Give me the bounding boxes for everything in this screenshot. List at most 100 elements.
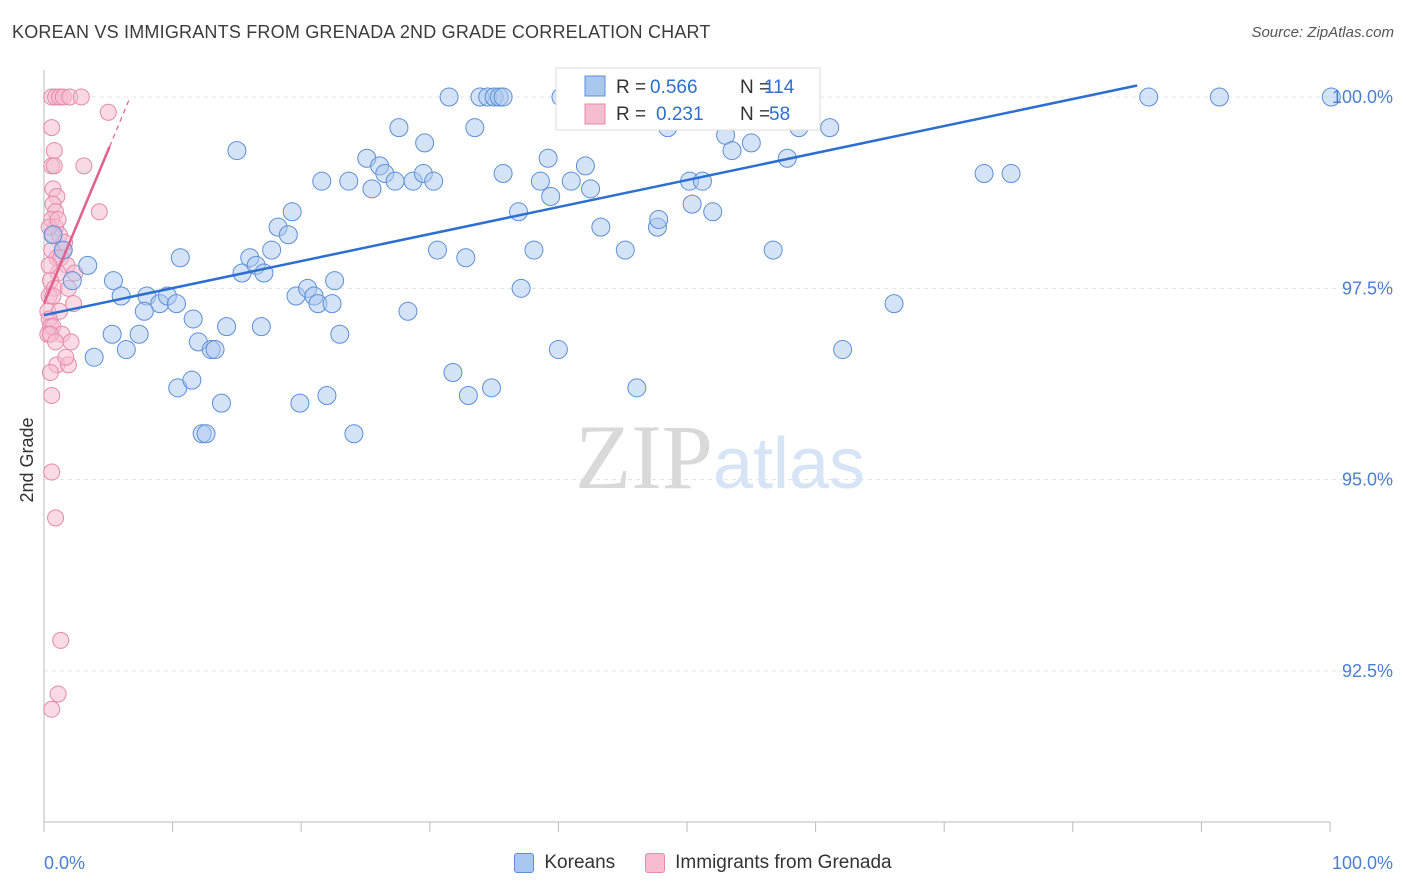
korean-point — [561, 171, 581, 191]
korean-point — [627, 378, 647, 398]
r-label: R = — [616, 104, 646, 125]
korean-point — [111, 286, 131, 306]
korean-point — [84, 347, 104, 367]
korean-point — [1321, 87, 1341, 107]
korean-point — [312, 171, 332, 191]
korean-point — [524, 240, 544, 260]
watermark-atlas: atlas — [713, 424, 865, 504]
axes — [43, 70, 1331, 832]
korean-point — [763, 240, 783, 260]
korean-point — [482, 378, 502, 398]
grenada-trend-line — [42, 146, 111, 305]
korean-point — [465, 118, 485, 138]
korean-point — [591, 217, 611, 237]
korean-point — [884, 294, 904, 314]
r-label: R = — [616, 77, 646, 98]
grenada-point — [45, 157, 63, 175]
grenada-point — [49, 210, 67, 228]
watermark-zip: ZIP — [575, 406, 713, 508]
x-tick-label-left: 0.0% — [44, 853, 85, 873]
korean-point — [428, 240, 448, 260]
korean-point — [325, 271, 345, 291]
korean-point — [205, 340, 225, 360]
korean-point — [722, 141, 742, 161]
korean-point — [833, 340, 853, 360]
korean-point — [541, 186, 561, 206]
korean-point — [211, 393, 231, 413]
korean-point — [102, 324, 122, 344]
n-label: N = — [740, 77, 770, 98]
grenada-point — [49, 685, 67, 703]
chart-title: KOREAN VS IMMIGRANTS FROM GRENADA 2ND GR… — [12, 22, 711, 42]
grenada-point — [75, 157, 93, 175]
legend-item-koreans[interactable]: Koreans — [514, 852, 615, 874]
grenada-point — [57, 348, 75, 366]
y-axis-label: 2nd Grade — [17, 417, 37, 502]
korean-point — [538, 148, 558, 168]
grenada-point — [45, 142, 63, 160]
grenada-point — [40, 256, 58, 274]
grenada-legend-swatch — [645, 853, 666, 873]
korean-point — [170, 248, 190, 268]
korean-point — [398, 301, 418, 321]
grid-lines — [44, 96, 1392, 672]
korean-point — [548, 340, 568, 360]
korean-point — [227, 141, 247, 161]
grenada-trend-extension — [109, 96, 131, 147]
korean-point — [581, 179, 601, 199]
koreans-swatch — [584, 75, 606, 97]
korean-points — [43, 87, 1341, 444]
grenada-point — [47, 333, 65, 351]
korean-point — [389, 118, 409, 138]
n-value: 58 — [769, 104, 790, 125]
korean-point — [1001, 164, 1021, 184]
grenada-point — [62, 333, 80, 351]
n-label: N = — [740, 104, 770, 125]
grenada-points — [39, 88, 117, 718]
stats-legend: R = 0.566 N = 114 R = 0.231 N = 58 — [555, 67, 821, 131]
legend-item-grenada[interactable]: Immigrants from Grenada — [645, 852, 892, 874]
r-value: 0.231 — [656, 104, 704, 125]
legend-label-grenada: Immigrants from Grenada — [675, 852, 892, 873]
korean-point — [282, 202, 302, 222]
tick-labels: 100.0% 97.5% 95.0% 92.5% 0.0% 100.0% — [44, 87, 1393, 873]
korean-point — [511, 278, 531, 298]
korean-point — [322, 294, 342, 314]
r-value: 0.566 — [650, 77, 698, 98]
korean-point — [317, 385, 337, 405]
korean-point — [456, 248, 476, 268]
trend-lines — [42, 84, 1138, 317]
korean-point — [339, 171, 359, 191]
korean-point — [439, 87, 459, 107]
korean-point — [575, 156, 595, 176]
legend-label-koreans: Koreans — [544, 852, 616, 873]
x-tick-label-right: 100.0% — [1332, 853, 1393, 873]
korean-point — [458, 385, 478, 405]
grenada-swatch — [584, 103, 606, 125]
korean-point — [62, 271, 82, 291]
korean-point — [493, 87, 513, 107]
korean-point — [262, 240, 282, 260]
korean-point — [103, 271, 123, 291]
korean-point — [344, 424, 364, 444]
y-tick-label: 100.0% — [1332, 87, 1393, 107]
korean-point — [196, 424, 216, 444]
korean-point — [1139, 87, 1159, 107]
grenada-point — [47, 509, 65, 527]
y-tick-label: 92.5% — [1342, 661, 1393, 681]
grenada-point — [41, 364, 59, 382]
korean-point — [290, 393, 310, 413]
korean-point — [1209, 87, 1229, 107]
y-tick-label: 97.5% — [1342, 278, 1393, 298]
korean-point — [251, 317, 271, 337]
korean-point — [703, 202, 723, 222]
y-tick-label: 95.0% — [1342, 470, 1393, 490]
korean-point — [415, 133, 435, 153]
korean-point — [385, 171, 405, 191]
korean-point — [530, 171, 550, 191]
korean-point — [330, 324, 350, 344]
korean-point — [217, 317, 237, 337]
korean-point — [43, 225, 63, 245]
korean-point — [134, 301, 154, 321]
